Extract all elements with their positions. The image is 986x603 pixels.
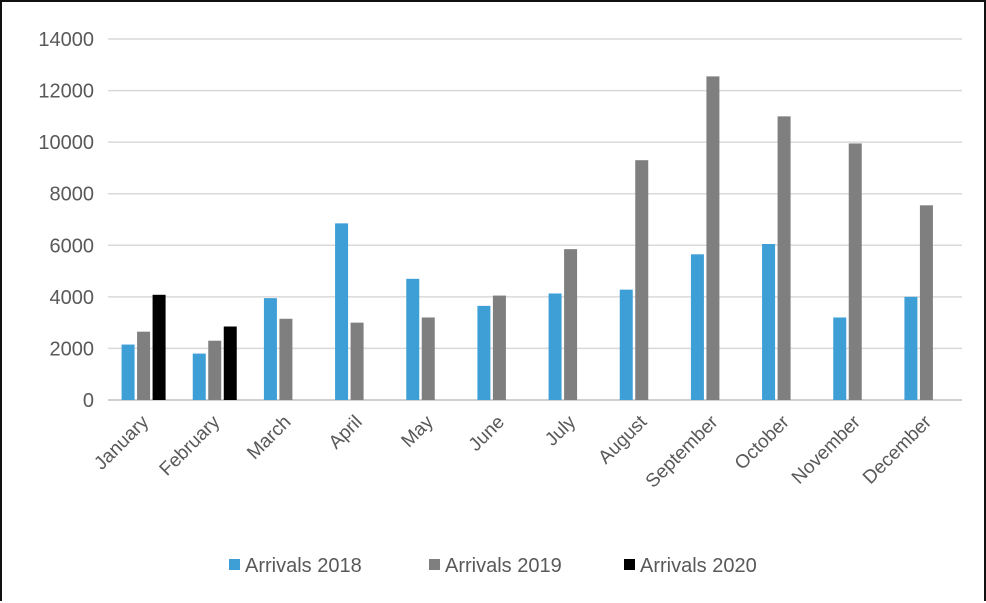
bar-arrivals-2019-september [706, 76, 720, 400]
bar-arrivals-2019-march [279, 318, 293, 400]
bar-arrivals-2019-december [919, 205, 933, 400]
bar-arrivals-2019-january [137, 331, 151, 400]
bar-arrivals-2018-july [548, 293, 562, 400]
y-axis-ticks: 0 2000 4000 6000 8000 10000 12000 14000 [38, 29, 94, 412]
bar-arrivals-2018-march [263, 298, 277, 400]
legend-swatch [229, 559, 240, 570]
bar-arrivals-2020-january [152, 294, 166, 400]
y-tick-label: 12000 [38, 81, 94, 103]
bar-arrivals-2018-may [406, 278, 420, 400]
legend-label: Arrivals 2020 [640, 555, 757, 577]
bar-arrivals-2018-december [904, 296, 918, 400]
x-category-label: January [90, 411, 153, 474]
bar-arrivals-2019-october [777, 116, 791, 400]
x-category-label: October [731, 411, 794, 474]
legend-swatch [624, 559, 635, 570]
bar-arrivals-2018-april [335, 223, 349, 400]
x-axis-labels: January February March April May June July Augu… [90, 411, 936, 492]
x-category-label: December [859, 411, 936, 488]
bar-arrivals-2018-january [121, 344, 135, 400]
bar-arrivals-2019-february [208, 340, 222, 400]
bar-arrivals-2019-april [350, 322, 364, 400]
legend-label: Arrivals 2019 [445, 555, 562, 577]
x-category-label: November [788, 411, 865, 488]
bar-arrivals-2019-august [635, 160, 649, 400]
y-tick-label: 14000 [38, 29, 94, 51]
bar-arrivals-2020-february [223, 326, 237, 400]
x-category-label: February [156, 411, 225, 480]
y-tick-label: 6000 [50, 235, 95, 257]
bar-arrivals-2019-may [421, 317, 435, 400]
bar-arrivals-2019-november [848, 143, 862, 401]
bar-arrivals-2018-november [833, 317, 847, 400]
x-category-label: August [595, 411, 652, 468]
x-category-label: June [465, 412, 509, 456]
bar-arrivals-2018-october [762, 243, 776, 400]
y-tick-label: 0 [83, 390, 94, 412]
y-tick-label: 2000 [50, 338, 95, 360]
bar-arrivals-2019-july [564, 249, 578, 400]
legend: Arrivals 2018 Arrivals 2019 Arrivals 2020 [229, 555, 757, 577]
x-category-label: September [642, 411, 723, 492]
y-tick-label: 10000 [38, 132, 94, 154]
legend-label: Arrivals 2018 [245, 555, 362, 577]
bars [121, 76, 933, 401]
bar-arrivals-2018-june [477, 305, 491, 400]
gridlines [108, 38, 962, 401]
bar-arrivals-2018-august [619, 289, 633, 400]
x-category-label: April [325, 412, 367, 454]
y-tick-label: 8000 [50, 184, 95, 206]
bar-arrivals-2018-september [690, 254, 704, 400]
y-tick-label: 4000 [50, 287, 95, 309]
legend-swatch [429, 559, 440, 570]
bar-arrivals-2019-june [492, 295, 506, 400]
x-category-label: March [243, 412, 295, 464]
x-category-label: July [541, 411, 580, 450]
x-category-label: May [398, 411, 439, 452]
bar-arrivals-2018-february [192, 353, 206, 400]
